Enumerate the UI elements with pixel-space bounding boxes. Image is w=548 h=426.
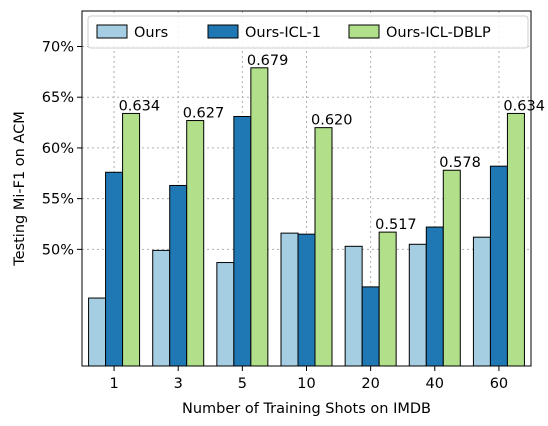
x-tick-label: 5 [238,376,247,392]
bar-ours-icl-dblp-40 [442,169,461,367]
y-axis-label: Testing Mi-F1 on ACM [12,111,28,267]
data-labels-layer: 0.634 0.627 0.679 0.620 0.517 0.578 0.634 [119,53,545,233]
bar-ours-icl-dblp-1 [122,112,141,367]
data-label: 0.578 [439,155,481,171]
data-label: 0.620 [311,113,353,129]
legend-swatch [96,24,128,39]
bar-ours-icl-dblp-60 [506,112,525,367]
legend-label: Ours [134,25,168,41]
bar-ours-icl-1-5 [233,115,252,367]
legend-label: Ours-ICL-DBLP [386,25,491,41]
bar-ours-icl-1-60 [489,165,508,367]
bar-ours-3 [152,249,171,367]
bar-ours-icl-1-10 [297,233,316,367]
data-label: 0.634 [119,98,161,114]
y-tick-label: 50% [42,242,74,258]
x-tick-label: 20 [361,376,379,392]
bar-ours-20 [344,245,363,367]
legend-swatch [207,24,239,39]
bar-ours-40 [408,243,427,367]
data-label: 0.627 [183,106,225,122]
y-tick-label: 65% [42,90,74,106]
bar-ours-icl-1-20 [361,286,380,367]
bar-ours-icl-1-1 [105,171,124,367]
bar-ours-1 [88,297,107,367]
y-tick-label: 60% [42,141,74,157]
legend: Ours Ours-ICL-1 Ours-ICL-DBLP [87,15,529,49]
y-tick-label: 55% [42,192,74,208]
x-tick-label: 60 [490,376,508,392]
y-tick-label: 70% [42,40,74,56]
bar-ours-icl-1-40 [425,226,444,367]
legend-swatch [348,24,380,39]
bar-ours-icl-dblp-3 [186,120,205,367]
data-label: 0.634 [503,98,545,114]
bar-ours-icl-dblp-5 [250,67,269,367]
bar-ours-icl-dblp-20 [378,231,397,367]
bar-ours-10 [280,232,299,367]
legend-label: Ours-ICL-1 [245,25,321,41]
legend-box [87,15,529,49]
x-axis-label: Number of Training Shots on IMDB [182,401,431,417]
bars-layer [88,67,525,367]
x-tick-label: 1 [109,376,118,392]
x-tick-label: 40 [426,376,444,392]
bar-ours-60 [472,236,491,367]
x-axis: 1 3 5 10 20 40 60 [109,366,508,392]
bar-ours-5 [216,262,235,367]
x-tick-label: 10 [297,376,315,392]
bar-ours-icl-dblp-10 [314,127,333,367]
bar-ours-icl-1-3 [169,184,188,367]
x-tick-label: 3 [174,376,183,392]
y-axis: 50% 55% 60% 65% 70% [42,40,82,258]
data-label: 0.679 [247,53,289,69]
data-label: 0.517 [375,217,417,233]
